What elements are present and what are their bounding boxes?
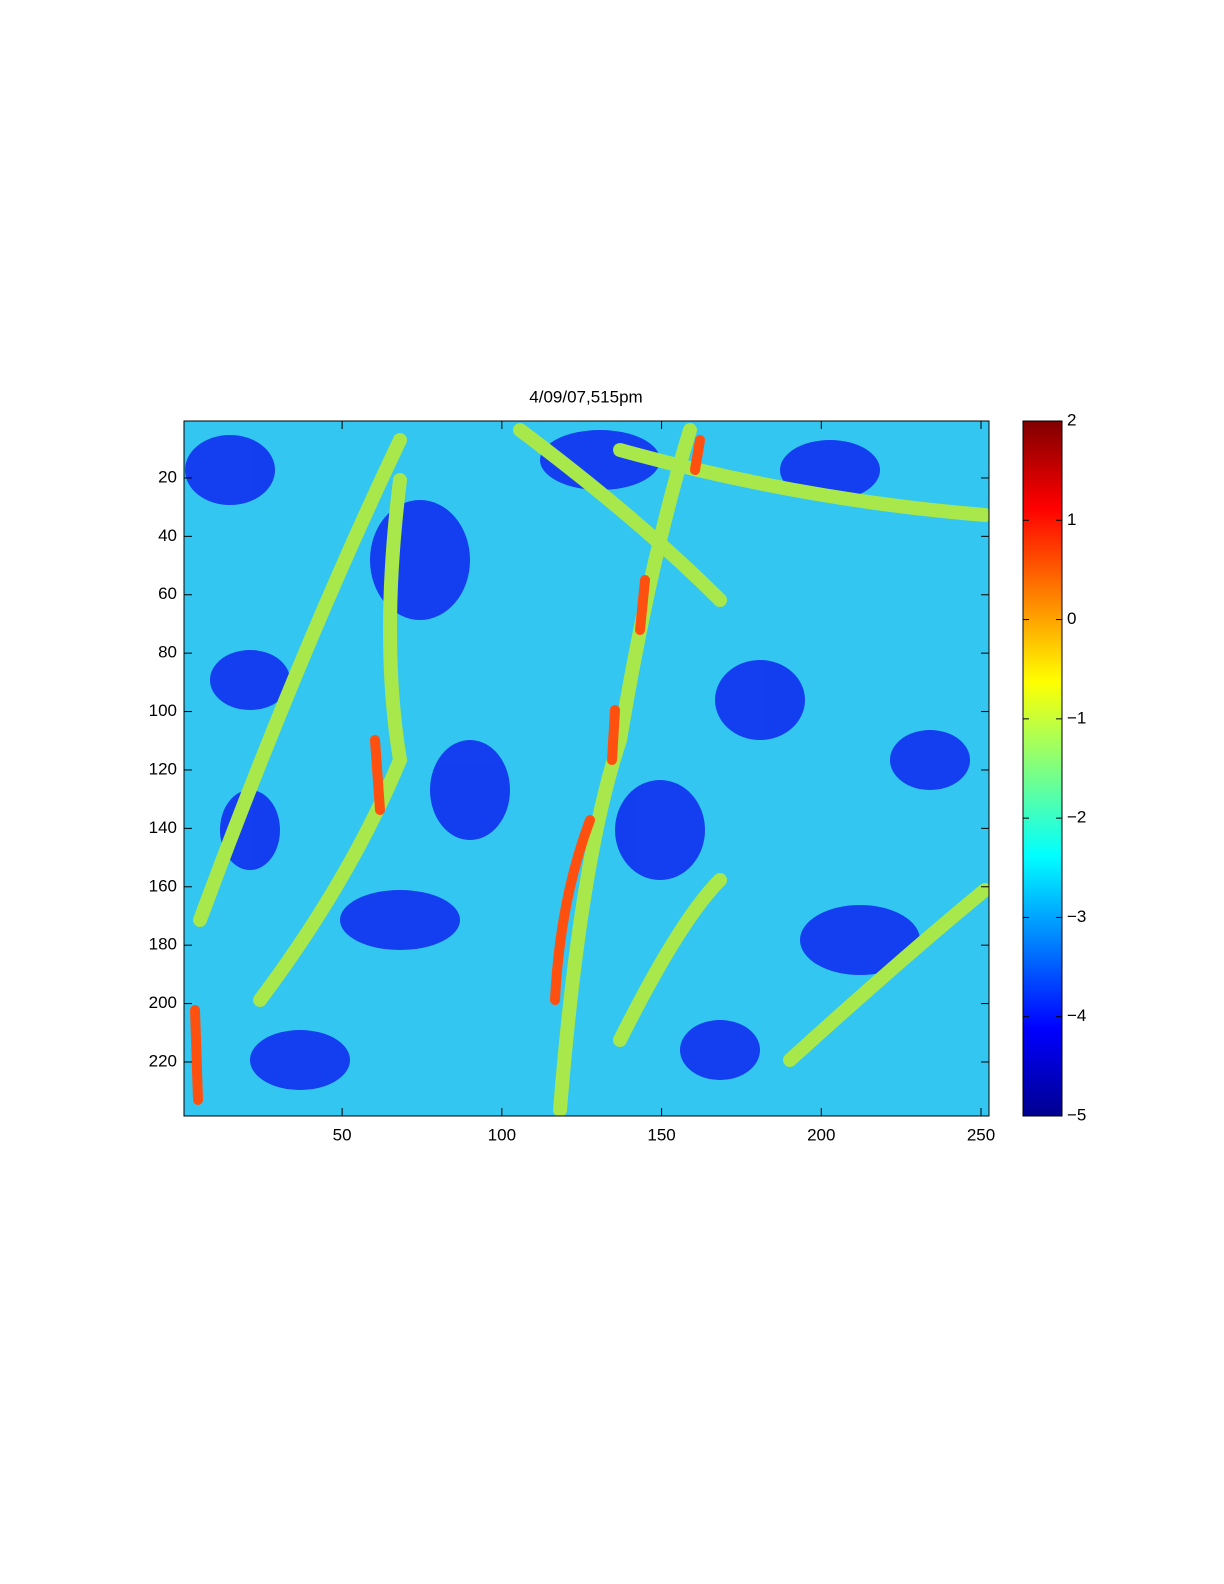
y-tick-label: 80: [158, 643, 177, 662]
colorbar-tick-label: −4: [1067, 1006, 1086, 1025]
colorbar-tick-label: −3: [1067, 907, 1086, 926]
colorbar-tick-label: 1: [1067, 510, 1076, 529]
y-tick-label: 180: [149, 935, 177, 954]
y-tick-label: 100: [149, 701, 177, 720]
y-tick-label: 200: [149, 993, 177, 1012]
y-tick-label: 220: [149, 1051, 177, 1070]
y-tick-label: 120: [149, 759, 177, 778]
colorbar-tick-label: −1: [1067, 708, 1086, 727]
colorbar-tick-label: 2: [1067, 410, 1076, 429]
colorbar-tick-label: 0: [1067, 609, 1076, 628]
y-tick-label: 60: [158, 584, 177, 603]
colorbar: [1022, 420, 1063, 1117]
x-tick-label: 250: [967, 1125, 995, 1144]
y-tick-label: 160: [149, 876, 177, 895]
x-tick-label: 100: [488, 1125, 516, 1144]
heatmap-image: [184, 421, 989, 1116]
x-tick-label: 150: [647, 1125, 675, 1144]
colorbar-tick-label: −5: [1067, 1105, 1086, 1124]
axes-frame: [183, 420, 990, 1117]
y-tick-label: 20: [158, 467, 177, 486]
y-tick-label: 140: [149, 818, 177, 837]
colorbar-tick-label: −2: [1067, 808, 1086, 827]
x-tick-label: 200: [807, 1125, 835, 1144]
y-tick-label: 40: [158, 526, 177, 545]
x-tick-label: 50: [333, 1125, 352, 1144]
chart-title: 4/09/07,515pm: [529, 387, 642, 406]
